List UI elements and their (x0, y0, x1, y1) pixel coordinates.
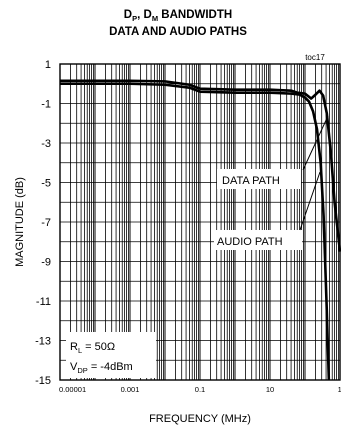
x-tick-label: 0.1 (195, 385, 205, 394)
vdp-condition: VDP = -4dBm (70, 361, 133, 375)
y-tick-label: -11 (36, 296, 51, 308)
conditions-box (66, 332, 156, 378)
y-tick-label: -3 (41, 138, 51, 150)
data-series (60, 79, 341, 381)
y-tick-label: -9 (41, 257, 51, 269)
x-tick-label: 10 (266, 385, 274, 394)
x-tick-label: 0.001 (121, 385, 140, 394)
x-axis-label: FREQUENCY (MHz) (149, 413, 251, 425)
data-path-label: DATA PATH (222, 175, 280, 187)
chart-title-line2: DATA AND AUDIO PATHS (109, 26, 247, 38)
data-path-label-box (217, 169, 301, 189)
series-line (60, 82, 331, 381)
audio-path-label: AUDIO PATH (217, 236, 283, 248)
y-tick-label: 1 (45, 59, 51, 71)
audio-path-leader (299, 171, 321, 231)
plot-frame (59, 63, 341, 381)
y-tick-label: -15 (35, 375, 51, 387)
chart-title-line1: DP, DM BANDWIDTH (124, 9, 232, 23)
x-tick-labels: 0.00001 0.001 0.1 10 1000 (59, 385, 341, 394)
grid-lines (59, 63, 340, 381)
y-axis-label: MAGNITUDE (dB) (14, 177, 26, 267)
y-tick-label: -1 (41, 99, 51, 111)
y-tick-label: -13 (35, 336, 51, 348)
data-path-leader (302, 115, 329, 171)
x-tick-label: 0.00001 (59, 385, 86, 394)
y-tick-label: -7 (41, 217, 51, 229)
x-tick-label: 1000 (338, 385, 341, 394)
figure-tag: toc17 (305, 53, 325, 62)
series-line (60, 79, 341, 252)
audio-path-label-box (214, 230, 302, 250)
rl-condition: RL = 50Ω (70, 341, 115, 355)
y-tick-labels: 1 -1 -3 -5 -7 -9 -11 -13 -15 (35, 59, 51, 387)
y-tick-label: -5 (41, 178, 51, 190)
